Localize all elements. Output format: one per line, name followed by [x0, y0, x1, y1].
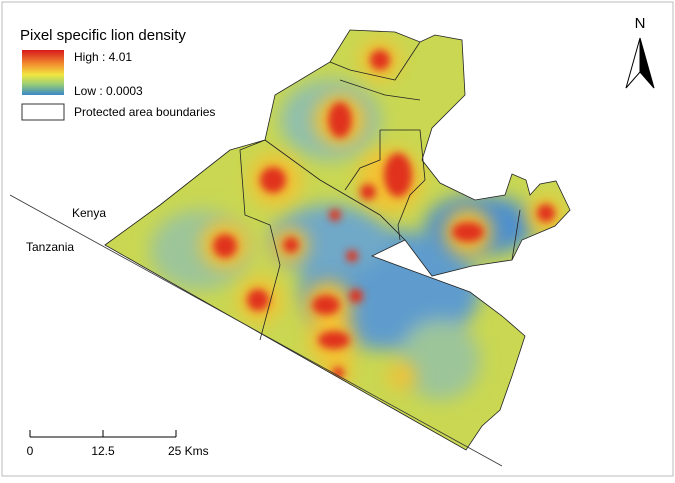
- legend: Pixel specific lion density High : 4.01 …: [20, 27, 215, 121]
- legend-title: Pixel specific lion density: [20, 27, 186, 44]
- scale-label: 12.5: [91, 444, 115, 458]
- legend-ramp: [22, 50, 64, 95]
- country-label: Tanzania: [26, 240, 74, 254]
- scale-label: 25 Kms: [168, 444, 209, 458]
- north-label: N: [635, 15, 646, 32]
- scale-bar: [29, 430, 177, 438]
- north-arrow: N: [625, 15, 655, 89]
- country-label: Kenya: [72, 206, 106, 220]
- arrow-right: [639, 37, 655, 89]
- legend-low: Low : 0.0003: [74, 84, 143, 98]
- protected-area-boundaries: [239, 41, 521, 341]
- international-border: [9, 194, 503, 467]
- legend-high: High : 4.01: [74, 50, 132, 64]
- legend-boundary-swatch: [21, 103, 65, 121]
- legend-boundaries: Protected area boundaries: [74, 105, 215, 119]
- scale-label: 0: [27, 444, 34, 458]
